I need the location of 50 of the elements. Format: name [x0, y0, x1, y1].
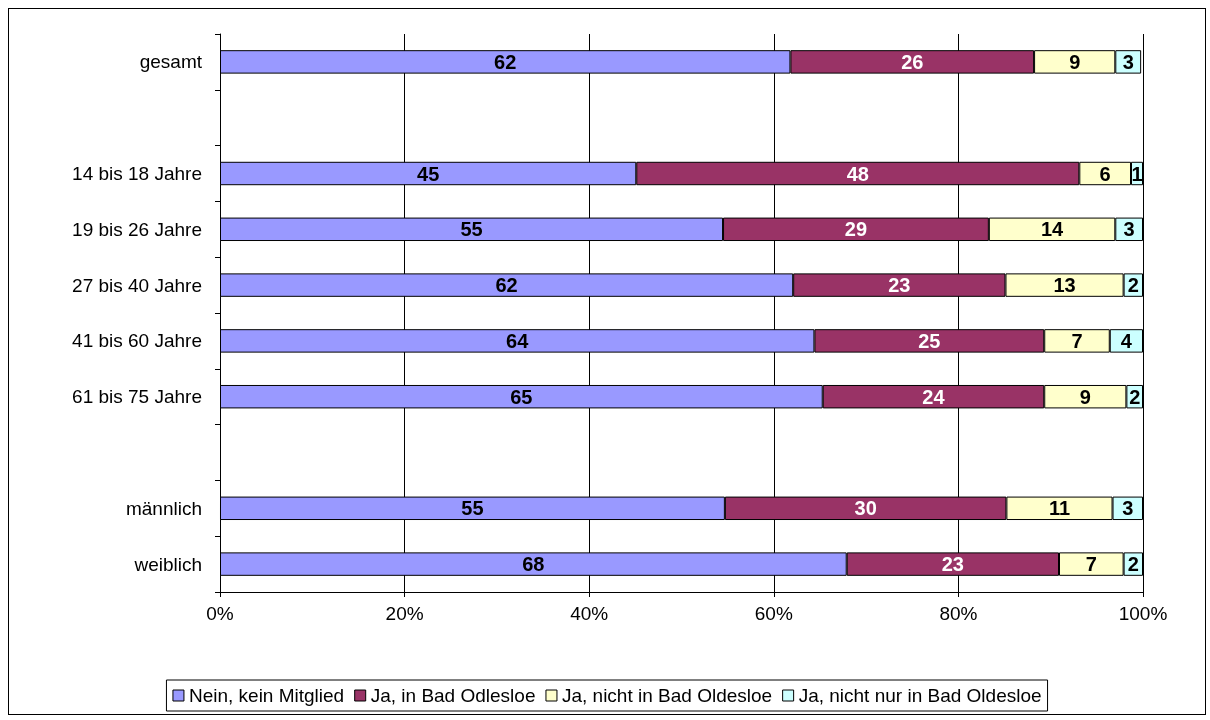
legend-label: Nein, kein Mitglied [188, 685, 345, 706]
legend-label: Ja, nicht nur in Bad Oldesloe [798, 685, 1042, 706]
data-label: 11 [1048, 497, 1071, 520]
data-label: 13 [1053, 274, 1076, 297]
data-label: 29 [844, 218, 868, 241]
data-label: 9 [1079, 385, 1091, 408]
data-label: 1 [1131, 162, 1143, 185]
data-label: 2 [1127, 553, 1139, 576]
data-label: 48 [846, 162, 869, 185]
x-tick-label: 100% [1118, 603, 1168, 624]
data-label: 64 [506, 329, 530, 352]
data-label: 68 [522, 553, 545, 576]
y-tick-label: 41 bis 60 Jahre [72, 330, 202, 352]
data-label: 24 [922, 385, 946, 408]
data-label: 2 [1127, 274, 1139, 297]
data-label: 30 [854, 497, 877, 520]
data-label: 3 [1122, 50, 1134, 73]
data-label: 23 [888, 274, 911, 297]
x-tick-label: 80% [939, 603, 978, 624]
data-label: 9 [1069, 50, 1081, 73]
data-label: 7 [1085, 553, 1097, 576]
legend-label: Ja, in Bad Odlesloe [370, 685, 536, 706]
data-label: 45 [417, 162, 440, 185]
y-tick-label: männlich [125, 497, 202, 519]
data-label: 65 [510, 385, 533, 408]
x-tick-label: 40% [570, 603, 609, 624]
legend-label: Ja, nicht in Bad Oldesloe [561, 685, 773, 706]
data-label: 62 [494, 50, 517, 73]
y-tick-label: gesamt [139, 51, 203, 73]
data-label: 6 [1099, 162, 1111, 185]
y-tick-label: weiblich [133, 553, 202, 575]
y-tick-label: 61 bis 75 Jahre [72, 386, 202, 408]
data-label: 7 [1071, 329, 1083, 352]
y-tick-label: 27 bis 40 Jahre [72, 274, 202, 296]
data-label: 62 [495, 274, 518, 297]
data-label: 2 [1129, 385, 1141, 408]
data-label: 14 [1040, 218, 1065, 241]
x-tick-label: 60% [754, 603, 793, 624]
x-tick-label: 0% [206, 603, 234, 624]
data-label: 23 [941, 553, 964, 576]
data-label: 55 [460, 218, 483, 241]
data-label: 3 [1123, 218, 1135, 241]
data-label: 25 [918, 329, 941, 352]
data-label: 3 [1122, 497, 1134, 520]
data-label: 4 [1120, 329, 1133, 352]
data-label: 26 [901, 50, 924, 73]
y-tick-label: 14 bis 18 Jahre [72, 163, 202, 184]
x-tick-label: 20% [385, 603, 424, 624]
y-tick-label: 19 bis 26 Jahre [72, 218, 202, 240]
data-label: 55 [461, 497, 484, 520]
